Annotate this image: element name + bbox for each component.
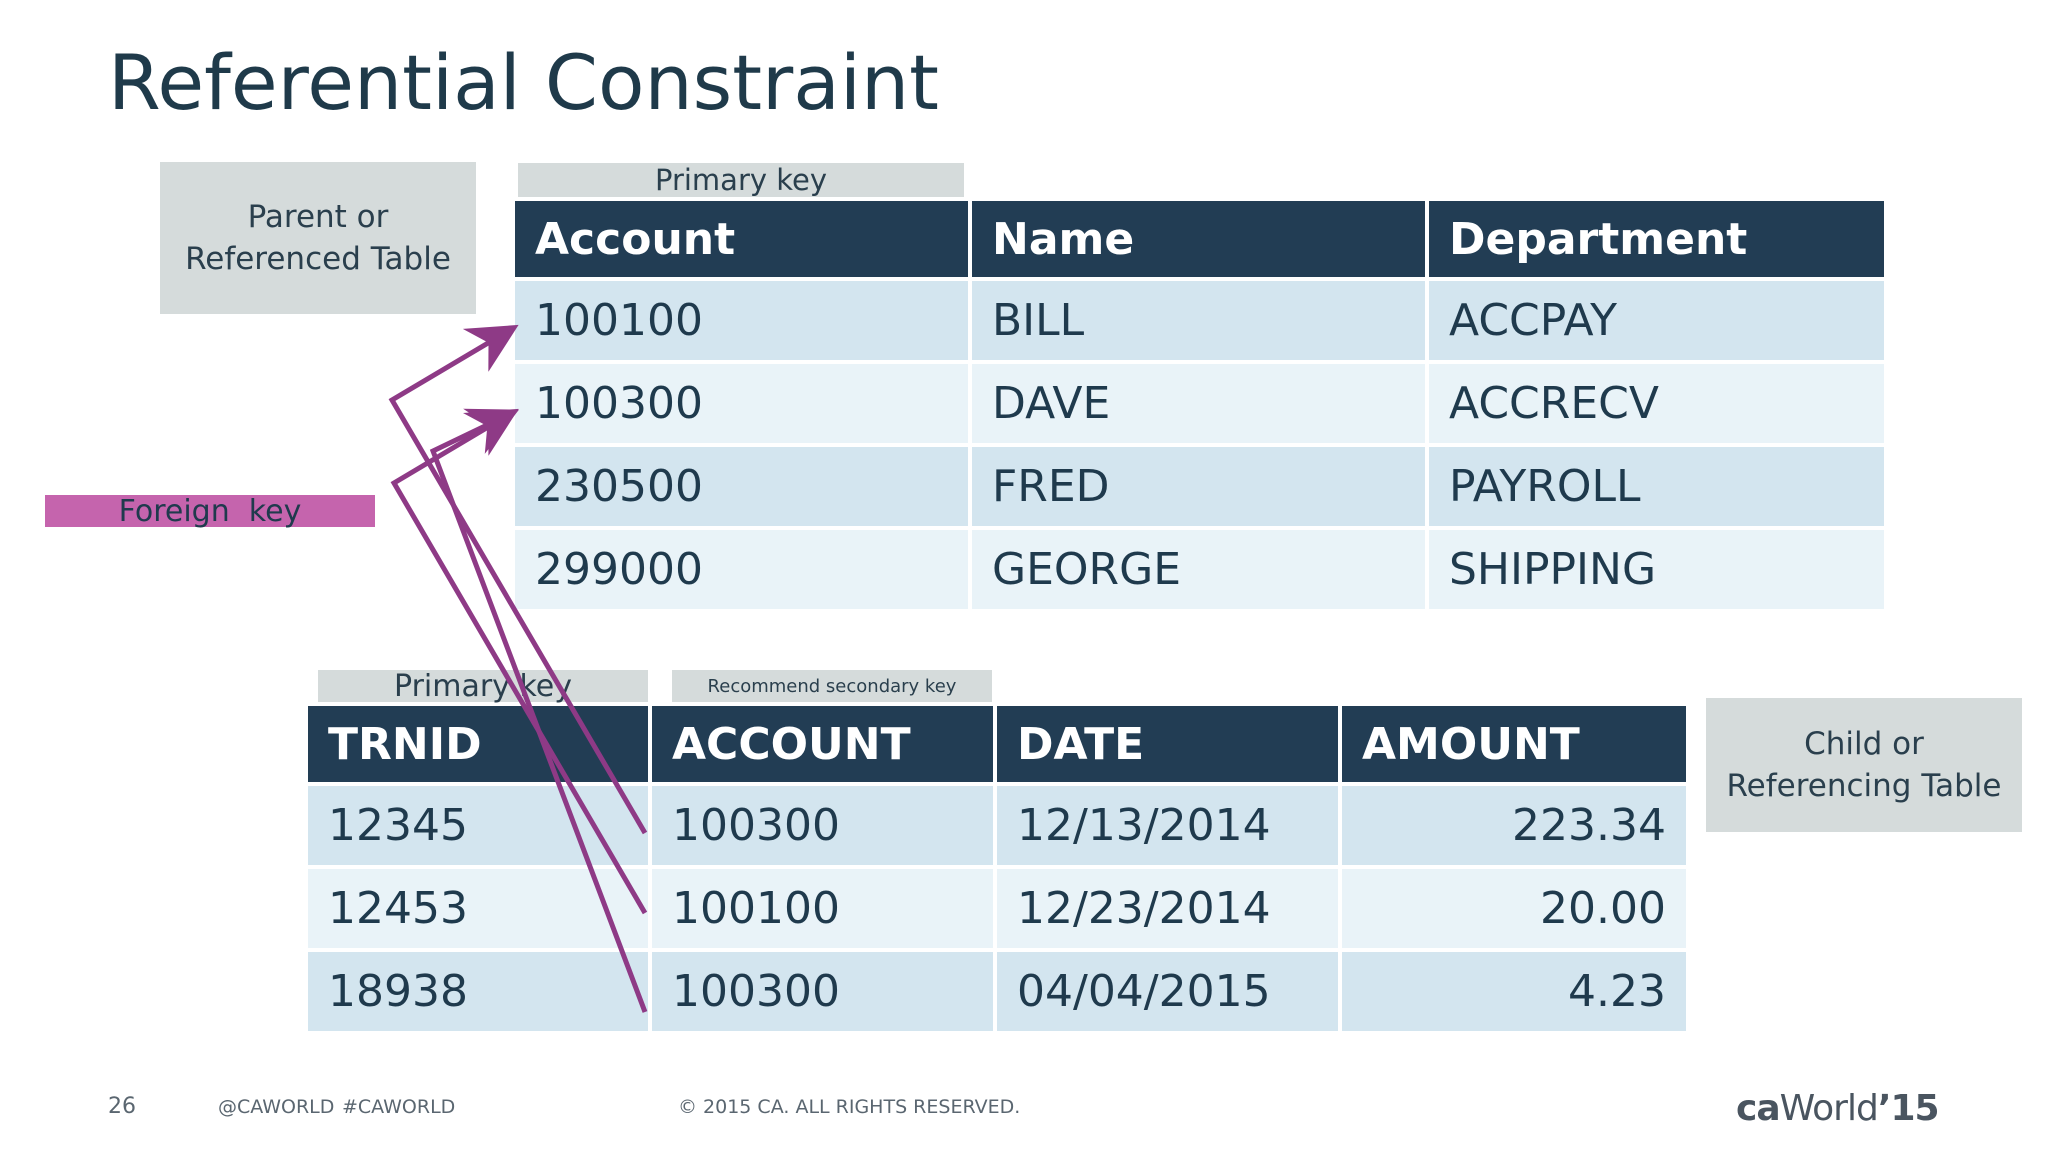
child-cell-date: 12/23/2014 bbox=[997, 869, 1338, 948]
child-cell-account: 100300 bbox=[652, 786, 993, 865]
table-row: 100100 BILL ACCPAY bbox=[515, 281, 1884, 360]
footer-handle: @CAWORLD bbox=[218, 1096, 335, 1118]
parent-table-label: Parent or Referenced Table bbox=[160, 162, 476, 314]
child-cell-date: 04/04/2015 bbox=[997, 952, 1338, 1031]
child-cell-amount: 223.34 bbox=[1342, 786, 1686, 865]
child-cell-amount: 20.00 bbox=[1342, 869, 1686, 948]
child-header-amount: AMOUNT bbox=[1342, 706, 1686, 782]
parent-primary-key-tag: Primary key bbox=[518, 163, 964, 197]
logo-world: World bbox=[1779, 1088, 1879, 1129]
parent-cell-account: 299000 bbox=[515, 530, 968, 609]
footer-copyright: © 2015 CA. ALL RIGHTS RESERVED. bbox=[678, 1096, 1021, 1118]
parent-header-name: Name bbox=[972, 201, 1425, 277]
parent-cell-account: 230500 bbox=[515, 447, 968, 526]
child-cell-trnid: 18938 bbox=[308, 952, 648, 1031]
parent-cell-name: GEORGE bbox=[972, 530, 1425, 609]
child-header-date: DATE bbox=[997, 706, 1338, 782]
parent-cell-account: 100100 bbox=[515, 281, 968, 360]
parent-label-line1: Parent or bbox=[247, 199, 389, 235]
child-header-trnid: TRNID bbox=[308, 706, 648, 782]
table-row: 18938 100300 04/04/2015 4.23 bbox=[308, 952, 1686, 1031]
footer-hashtag: #CAWORLD bbox=[342, 1096, 456, 1118]
table-row: 12345 100300 12/13/2014 223.34 bbox=[308, 786, 1686, 865]
child-table-header-row: TRNID ACCOUNT DATE AMOUNT bbox=[308, 706, 1686, 782]
child-cell-trnid: 12453 bbox=[308, 869, 648, 948]
child-table-label: Child or Referencing Table bbox=[1706, 698, 2022, 832]
child-cell-date: 12/13/2014 bbox=[997, 786, 1338, 865]
child-secondary-key-tag: Recommend secondary key bbox=[672, 670, 992, 702]
child-cell-amount: 4.23 bbox=[1342, 952, 1686, 1031]
slide-title: Referential Constraint bbox=[108, 38, 939, 127]
parent-cell-account: 100300 bbox=[515, 364, 968, 443]
parent-cell-department: ACCPAY bbox=[1429, 281, 1884, 360]
logo-ca: ca bbox=[1736, 1088, 1781, 1129]
table-row: 299000 GEORGE SHIPPING bbox=[515, 530, 1884, 609]
logo-year: ’15 bbox=[1877, 1088, 1940, 1129]
parent-header-department: Department bbox=[1429, 201, 1884, 277]
parent-table-header-row: Account Name Department bbox=[515, 201, 1884, 277]
parent-table: Account Name Department 100100 BILL ACCP… bbox=[511, 197, 1888, 613]
child-primary-key-tag: Primary key bbox=[318, 669, 648, 704]
parent-label-line2: Referenced Table bbox=[185, 241, 451, 277]
foreign-key-tag: Foreign key bbox=[45, 494, 375, 529]
table-row: 100300 DAVE ACCRECV bbox=[515, 364, 1884, 443]
parent-cell-department: PAYROLL bbox=[1429, 447, 1884, 526]
table-row: 230500 FRED PAYROLL bbox=[515, 447, 1884, 526]
parent-cell-department: ACCRECV bbox=[1429, 364, 1884, 443]
child-header-account: ACCOUNT bbox=[652, 706, 993, 782]
caworld-logo: caWorld’15 bbox=[1736, 1088, 1940, 1129]
table-row: 12453 100100 12/23/2014 20.00 bbox=[308, 869, 1686, 948]
child-label-line2: Referencing Table bbox=[1726, 768, 2002, 804]
child-label-line1: Child or bbox=[1804, 726, 1924, 762]
parent-cell-name: FRED bbox=[972, 447, 1425, 526]
parent-cell-name: DAVE bbox=[972, 364, 1425, 443]
child-cell-account: 100100 bbox=[652, 869, 993, 948]
child-table: TRNID ACCOUNT DATE AMOUNT 12345 100300 1… bbox=[304, 702, 1690, 1035]
page-number: 26 bbox=[108, 1094, 136, 1119]
parent-cell-name: BILL bbox=[972, 281, 1425, 360]
parent-cell-department: SHIPPING bbox=[1429, 530, 1884, 609]
child-cell-account: 100300 bbox=[652, 952, 993, 1031]
child-cell-trnid: 12345 bbox=[308, 786, 648, 865]
parent-header-account: Account bbox=[515, 201, 968, 277]
